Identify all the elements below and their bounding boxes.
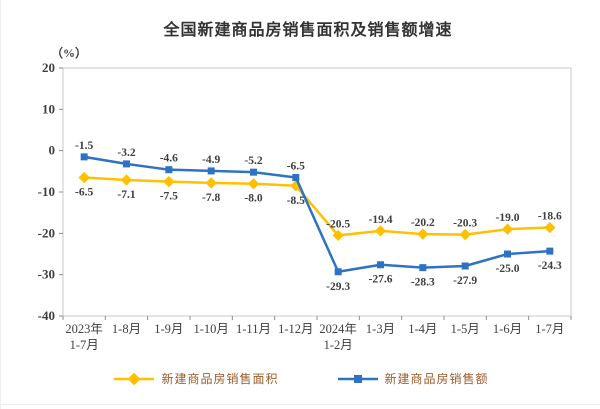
marker-square (419, 264, 427, 272)
legend-item-sales-amount: 新建商品房销售额 (337, 370, 489, 387)
data-label: -3.2 (117, 147, 135, 159)
page-bottom-divider (1, 404, 600, 405)
series-line-0 (84, 176, 550, 237)
marker-diamond (501, 223, 514, 235)
y-tick-label: -30 (38, 267, 55, 282)
x-tick-label: 1-11月 (236, 322, 271, 336)
data-label: -19.0 (496, 212, 520, 224)
data-label: -6.5 (75, 187, 93, 199)
y-tick-label: 20 (42, 60, 55, 75)
marker-square (207, 167, 215, 175)
data-label: -6.5 (287, 161, 305, 173)
marker-diamond (163, 176, 175, 188)
marker-diamond (120, 174, 133, 186)
marker-square (80, 153, 88, 161)
data-label: -27.9 (453, 275, 477, 287)
x-tick-label: 1-7月 (535, 322, 564, 336)
data-label: -25.0 (496, 263, 520, 275)
x-tick-label: 1-3月 (366, 322, 395, 336)
data-label: -20.2 (411, 217, 435, 229)
legend-label-sales-area: 新建商品房销售面积 (161, 372, 279, 386)
marker-square (504, 250, 511, 258)
marker-diamond (544, 221, 556, 234)
y-tick-label: 10 (42, 101, 55, 116)
legend: 新建商品房销售面积 新建商品房销售额 (1, 370, 600, 387)
y-tick-label: -40 (38, 308, 55, 323)
plot-border (62, 67, 572, 317)
x-tick-label: 1-5月 (451, 322, 480, 336)
y-tick-label: -20 (38, 225, 55, 240)
x-tick-label: 1-12月 (278, 322, 313, 336)
data-label: -27.6 (369, 274, 393, 286)
data-label: -20.5 (326, 218, 350, 230)
marker-square (334, 268, 342, 276)
marker-square (461, 262, 469, 270)
data-label: -4.6 (160, 153, 178, 165)
marker-square (292, 174, 300, 182)
data-label: -7.1 (117, 189, 135, 201)
chart-title: 全国新建商品房销售面积及销售额增速 (163, 22, 453, 39)
data-label: -1.5 (75, 140, 93, 152)
marker-square (165, 166, 173, 174)
data-label: -29.3 (326, 281, 350, 293)
marker-diamond (332, 229, 344, 242)
plot-area: 20 10 0 -10 -20 -30 -40 2023年 1-7月 1-8月 1-9月 1-10月 1… (38, 60, 572, 352)
marker-diamond (459, 228, 471, 241)
data-label: -20.3 (453, 218, 477, 230)
x-tick-label: 2023年 (65, 322, 103, 336)
data-label: -19.4 (369, 214, 393, 226)
data-label: -7.5 (160, 191, 178, 203)
data-label: -7.8 (202, 192, 220, 204)
x-tick-label: 1-7月 (70, 338, 99, 352)
marker-diamond (417, 228, 429, 240)
x-tick-label: 2024年 (319, 322, 357, 336)
y-tick-label: -10 (38, 184, 55, 199)
marker-diamond (78, 171, 90, 184)
data-label: -5.2 (244, 155, 262, 167)
series-line-1 (83, 155, 550, 274)
data-label: -18.6 (538, 211, 562, 223)
data-label: -8.5 (287, 195, 305, 207)
x-tick-label: 1-9月 (154, 322, 183, 336)
x-tick-label: 1-2月 (324, 338, 353, 352)
x-tick-label: 1-8月 (112, 322, 141, 336)
marker-diamond (205, 177, 217, 189)
legend-item-sales-area: 新建商品房销售面积 (113, 370, 278, 387)
marker-square (377, 261, 384, 269)
x-tick-label: 1-6月 (493, 322, 522, 336)
marker-diamond (247, 178, 260, 190)
marker-square (546, 247, 554, 255)
y-axis-unit-label: （%） (51, 46, 88, 60)
data-label: -24.3 (538, 260, 562, 272)
marker-square (250, 168, 257, 176)
x-tick-label: 1-4月 (408, 322, 437, 336)
data-label: -4.9 (202, 154, 220, 166)
data-label: -28.3 (411, 277, 435, 289)
x-tick-label: 1-10月 (193, 322, 228, 336)
marker-square (123, 160, 130, 168)
legend-label-sales-amount: 新建商品房销售额 (384, 372, 489, 386)
marker-diamond (374, 225, 387, 237)
y-tick-label: 0 (49, 143, 56, 158)
data-label: -8.0 (244, 193, 262, 205)
blue-line-square-swatch (337, 374, 378, 383)
yellow-line-diamond-swatch (114, 372, 155, 385)
